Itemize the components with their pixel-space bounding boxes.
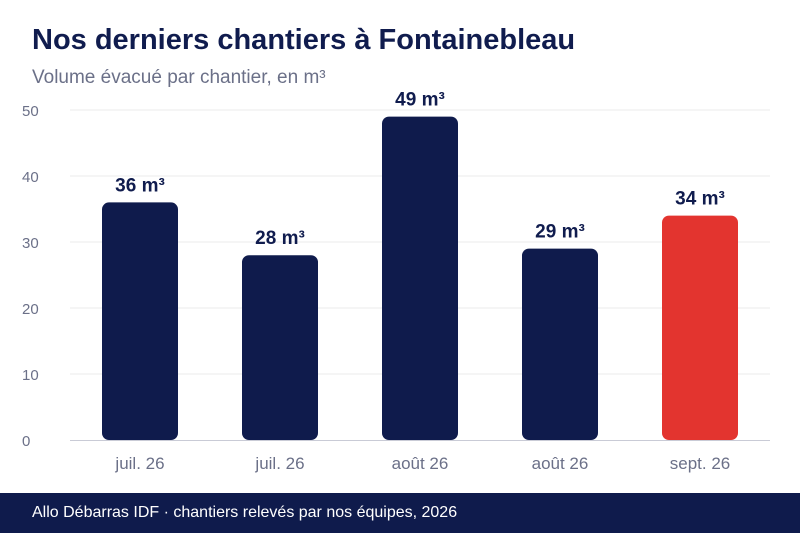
x-tick-label: juil. 26 — [254, 454, 304, 473]
bar — [522, 248, 598, 440]
value-labels: 36 m³ 28 m³ 49 m³ 29 m³ 34 m³ — [115, 90, 725, 250]
bar-value-label: 49 m³ — [395, 90, 445, 111]
y-tick-label: 40 — [22, 169, 39, 186]
y-tick-label: 30 — [22, 235, 39, 252]
bar — [662, 215, 738, 440]
x-tick-label: août 26 — [532, 454, 589, 473]
bars — [102, 116, 738, 440]
bar-value-label: 36 m³ — [115, 175, 165, 196]
footer-bar: Allo Débarras IDF · chantiers relevés pa… — [0, 493, 800, 533]
x-axis-ticks: juil. 26 juil. 26 août 26 août 26 sept. 26 — [114, 454, 730, 473]
bar-value-label: 34 m³ — [675, 189, 725, 210]
y-tick-label: 50 — [22, 103, 39, 120]
bar-chart: 0 10 20 30 40 50 36 m³ 28 m³ 49 m³ 29 m³ 34 m³ ju… — [22, 90, 770, 473]
bar-value-label: 28 m³ — [255, 228, 305, 249]
bar — [102, 202, 178, 440]
y-tick-label: 10 — [22, 367, 39, 384]
chart-subtitle: Volume évacué par chantier, en m³ — [32, 67, 326, 88]
bar — [382, 116, 458, 440]
y-tick-label: 0 — [22, 433, 30, 450]
x-tick-label: sept. 26 — [670, 454, 731, 473]
y-tick-label: 20 — [22, 301, 39, 318]
chart-title: Nos derniers chantiers à Fontainebleau — [32, 24, 576, 56]
bar-value-label: 29 m³ — [535, 222, 585, 243]
x-tick-label: août 26 — [392, 454, 449, 473]
bar — [242, 255, 318, 440]
x-tick-label: juil. 26 — [114, 454, 164, 473]
y-axis-ticks: 0 10 20 30 40 50 — [22, 103, 39, 450]
footer-source: Allo Débarras IDF · chantiers relevés pa… — [32, 504, 458, 521]
